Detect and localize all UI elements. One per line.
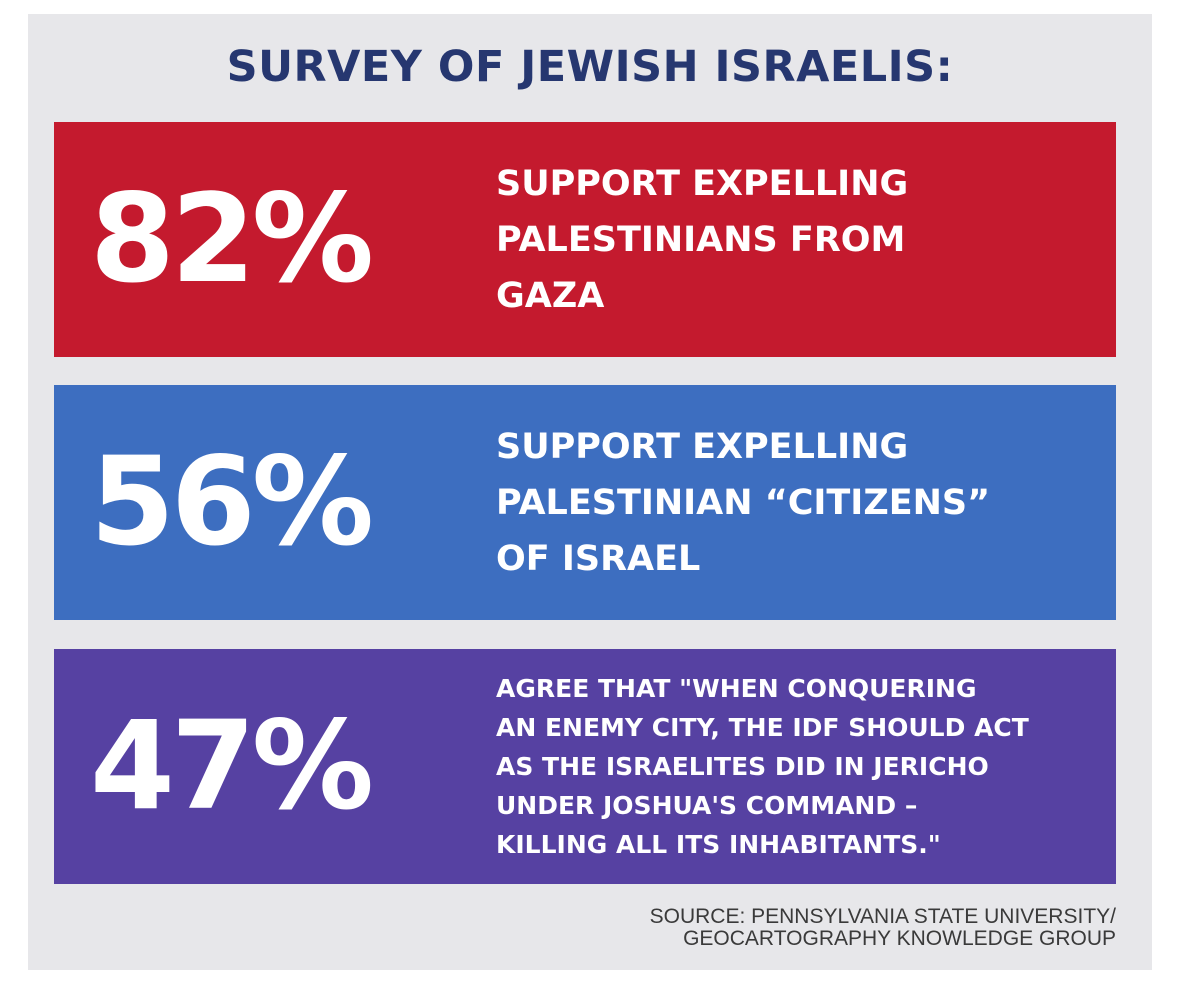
stat-description: SUPPORT EXPELLING PALESTINIAN “CITIZENS”…: [496, 426, 991, 579]
stat-panel-expel-gaza: 82% SUPPORT EXPELLING PALESTINIANS FROM …: [54, 122, 1116, 357]
stat-description-wrap: SUPPORT EXPELLING PALESTINIAN “CITIZENS”…: [496, 385, 1106, 620]
stat-percent: 82%: [90, 168, 374, 310]
stat-panel-jericho: 47% AGREE THAT "WHEN CONQUERING AN ENEMY…: [54, 649, 1116, 884]
stat-percent: 56%: [90, 431, 374, 573]
stat-description: AGREE THAT "WHEN CONQUERING AN ENEMY CIT…: [496, 674, 1029, 859]
source-credit: SOURCE: PENNSYLVANIA STATE UNIVERSITY/ G…: [649, 905, 1116, 950]
infographic: SURVEY OF JEWISH ISRAELIS: 82% SUPPORT E…: [28, 14, 1152, 970]
stat-description: SUPPORT EXPELLING PALESTINIANS FROM GAZA: [496, 163, 909, 316]
stat-description-wrap: AGREE THAT "WHEN CONQUERING AN ENEMY CIT…: [496, 649, 1106, 884]
stat-description-wrap: SUPPORT EXPELLING PALESTINIANS FROM GAZA: [496, 122, 1106, 357]
stat-percent: 47%: [90, 695, 374, 837]
stat-panel-expel-citizens: 56% SUPPORT EXPELLING PALESTINIAN “CITIZ…: [54, 385, 1116, 620]
infographic-title: SURVEY OF JEWISH ISRAELIS:: [226, 42, 954, 92]
